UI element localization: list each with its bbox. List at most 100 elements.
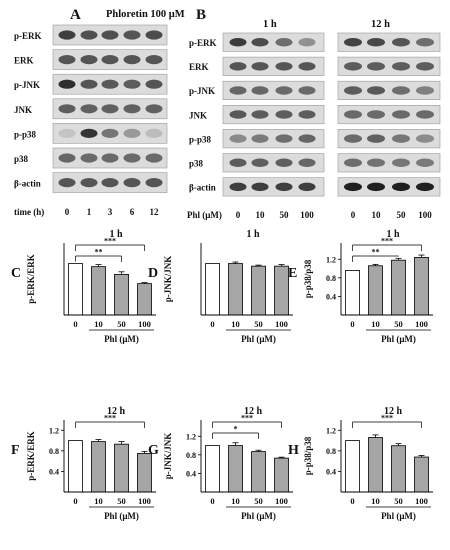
bar-100 [414, 456, 429, 493]
blot-b-12h-row-5-frame [337, 153, 441, 173]
blot-a-band-r0-l3 [123, 30, 141, 40]
blot-b-12h-band-r6-l1 [367, 182, 385, 192]
blot-a-band-r3-l4 [145, 104, 163, 114]
significance-label: *** [241, 414, 253, 423]
x-tick-label: 100 [138, 319, 151, 329]
blot-a-row-2-frame [52, 73, 168, 95]
blot-b-row-label: p-JNK [189, 86, 215, 96]
chart-panel-letter: E [288, 266, 297, 281]
blot-a-band-r3-l1 [80, 104, 98, 114]
chart-title: 1 h [109, 229, 123, 240]
x-tick-label: 100 [138, 496, 151, 506]
blot-b-12h-row-6-frame [337, 177, 441, 197]
bar-100 [137, 283, 152, 316]
x-tick-label: 50 [117, 319, 126, 329]
blot-b-12h-row-0-frame [337, 32, 441, 52]
blot-b-1h-row-5-frame [222, 153, 325, 173]
blot-b-1h-lane-label: 0 [236, 210, 241, 220]
blot-a-band-r4-l0 [58, 128, 76, 138]
blot-b-1h-band-r2-l2 [275, 86, 293, 95]
blot-b-12h-lane-label: 10 [372, 210, 382, 220]
y-axis-label: p-p38/p38 [303, 436, 313, 475]
blot-b-1h-band-r1-l2 [275, 62, 293, 71]
x-tick-label: 100 [415, 496, 428, 506]
blot-a-lane-label: 12 [150, 207, 160, 217]
blot-b-1h-band-r0-l1 [251, 37, 269, 47]
blot-a-band-r3-l2 [101, 104, 119, 114]
blot-b-1h-band-r2-l3 [298, 86, 316, 95]
blot-a-row-4-frame [52, 123, 168, 144]
x-tick-label: 0 [73, 319, 77, 329]
blot-b-12h-band-r2-l3 [416, 86, 434, 95]
bar-100 [274, 457, 289, 493]
blot-b-1h-row-3-frame [222, 105, 325, 125]
bar-10 [228, 263, 243, 316]
blot-b-1h-band-r5-l1 [251, 158, 269, 168]
y-tick-label: 0.4 [326, 467, 336, 476]
x-tick-label: 0 [350, 496, 354, 506]
blot-a-row-5-frame [52, 147, 168, 169]
chart-panel-d: D 1 h p-JNK/JNK 0 10 50 100 Phl (μM) [148, 229, 293, 344]
bar-10 [228, 445, 243, 493]
blot-b-1h-band-r4-l0 [229, 134, 247, 143]
x-axis-label: Phl (μM) [104, 511, 139, 521]
blot-panel-a: p-ERK ERK p-JNK JNK p-p38 p38 β-actin 0 1 3 6 12 [14, 24, 168, 217]
bar-100 [274, 265, 289, 316]
blot-a-row-1-frame [52, 49, 168, 70]
blot-b-1h-band-r6-l1 [251, 182, 269, 192]
chart-panel-letter: H [288, 443, 299, 458]
x-tick-label: 10 [371, 496, 380, 506]
blot-a-band-r5-l3 [123, 153, 141, 163]
blot-b-12h-band-r6-l3 [416, 182, 434, 192]
blot-b-12h-band-r3-l2 [392, 110, 410, 119]
blot-a-band-r4-l4 [145, 128, 163, 138]
y-tick-label: 0.8 [186, 451, 196, 460]
blot-b-12h-band-r3-l1 [367, 110, 385, 119]
significance-label: * [234, 425, 238, 434]
y-tick-label: 0.4 [326, 292, 336, 301]
panel-b-header-1h: 1 h [263, 19, 277, 30]
blot-b-12h-row-4-frame [337, 129, 441, 149]
blot-a-band-r6-l1 [80, 178, 98, 188]
significance-label: *** [104, 414, 116, 423]
blot-b-row-label: β-actin [189, 183, 216, 193]
blot-a-band-r6-l2 [101, 178, 119, 188]
blot-b-12h-band-r1-l1 [367, 62, 385, 71]
blot-b-1h-row-0-background [223, 33, 324, 52]
x-tick-label: 0 [73, 496, 77, 506]
blot-b-12h-band-r1-l2 [392, 62, 410, 71]
blot-a-band-r5-l1 [80, 153, 98, 163]
blot-a-row-label: JNK [14, 105, 32, 115]
x-axis-label: Phl (μM) [241, 511, 276, 521]
blot-b-1h-row-6-frame [222, 177, 325, 197]
chart-panel-letter: F [11, 443, 20, 458]
bar-0 [205, 445, 220, 493]
significance-label: ** [95, 248, 103, 257]
blot-a-band-r0-l2 [101, 30, 119, 40]
x-tick-label: 50 [394, 319, 403, 329]
chart-panel-f: F 12 h p-ERK/ERK 0.4 0.8 1.2 0 10 50 100 Phl (μM) *… [11, 406, 156, 521]
blot-b-12h-band-r6-l2 [392, 182, 410, 192]
blot-panel-b: p-ERK ERK p-JNK JNK p-p38 p38 β-actin 0 0 10 10 50 5… [189, 32, 441, 220]
bar-10 [91, 266, 106, 316]
x-tick-label: 10 [94, 496, 103, 506]
blot-b-row-label: p-p38 [189, 134, 212, 144]
blot-a-band-r0-l4 [145, 30, 163, 40]
bar-50 [391, 259, 406, 316]
blot-b-12h-lane-label: 50 [397, 210, 407, 220]
blot-b-1h-band-r4-l2 [275, 134, 293, 143]
blot-a-band-r5-l4 [145, 153, 163, 163]
blot-b-12h-band-r2-l1 [367, 86, 385, 95]
chart-panel-letter: D [148, 266, 158, 281]
blot-b-row-label: p-ERK [189, 38, 217, 48]
chart-title: 12 h [384, 406, 403, 417]
x-tick-label: 10 [231, 319, 240, 329]
bar-10 [368, 437, 383, 493]
blot-b-1h-row-6-background [223, 177, 324, 197]
blot-b-1h-row-4-background [223, 129, 324, 148]
blot-a-band-r1-l0 [58, 55, 76, 65]
blot-a-band-r2-l1 [80, 79, 98, 89]
blot-a-band-r0-l0 [58, 30, 76, 40]
blot-b-12h-band-r6-l0 [344, 182, 362, 192]
blot-a-band-r5-l0 [58, 153, 76, 163]
